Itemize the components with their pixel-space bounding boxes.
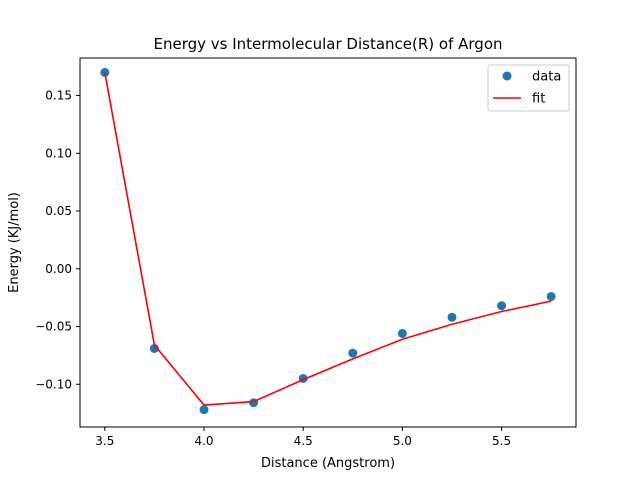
x-tick-label: 5.0: [393, 434, 412, 448]
y-tick-label: −0.10: [35, 377, 72, 391]
x-axis-label: Distance (Angstrom): [261, 456, 395, 471]
legend-label-fit: fit: [532, 92, 545, 107]
plot-area: 3.5 4.0 4.5 5.0 5.5 0.15 0.10 0.05 0.00 −0.05 −0.1…: [35, 67, 556, 448]
chart-title: Energy vs Intermolecular Distance(R) of …: [154, 35, 503, 53]
y-tick-label: 0.15: [45, 89, 72, 103]
y-tick-label: 0.10: [45, 146, 72, 160]
data-point: [447, 312, 457, 322]
data-point: [348, 348, 358, 358]
data-point: [149, 343, 159, 353]
data-point: [497, 301, 507, 311]
y-tick-label: −0.05: [35, 320, 72, 334]
y-tick-label: 0.05: [45, 204, 72, 218]
legend-label-data: data: [532, 70, 561, 85]
axes-frame: [79, 57, 577, 428]
x-tick-label: 4.0: [194, 434, 213, 448]
y-axis-label: Energy (KJ/mol): [7, 192, 22, 293]
data-point: [397, 328, 407, 338]
x-tick-label: 5.5: [492, 434, 511, 448]
data-point: [546, 291, 556, 301]
fit-line: [104, 72, 552, 406]
y-tick-label: 0.00: [45, 262, 72, 276]
legend: data fit: [487, 64, 570, 112]
legend-marker-data: [502, 71, 512, 81]
x-tick-label: 3.5: [95, 434, 114, 448]
x-tick-label: 4.5: [294, 434, 313, 448]
data-point: [199, 405, 209, 415]
